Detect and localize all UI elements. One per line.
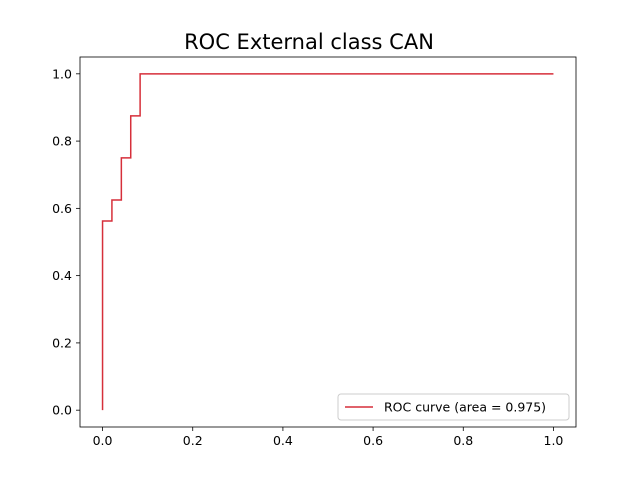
y-tick-label: 1.0	[52, 66, 72, 81]
legend-box	[337, 393, 570, 421]
x-tick-label: 0.0	[93, 433, 113, 448]
plot-frame	[79, 56, 577, 428]
legend-label: ROC curve (area = 0.975)	[384, 400, 546, 415]
y-tick-label: 0.6	[52, 201, 72, 216]
x-tick-label: 0.6	[363, 433, 383, 448]
plot-area	[80, 57, 576, 427]
x-tick-label: 0.8	[453, 433, 473, 448]
y-tick-label: 0.8	[52, 134, 72, 149]
y-tick-label: 0.4	[52, 268, 72, 283]
x-tick-label: 1.0	[544, 433, 564, 448]
x-axis-ticks: 0.0 0.2 0.4 0.6 0.8 1.0	[93, 427, 564, 448]
y-tick-label: 0.0	[52, 403, 72, 418]
chart-title: ROC External class CAN	[184, 30, 434, 54]
y-tick-label: 0.2	[52, 335, 72, 350]
legend: ROC curve (area = 0.975)	[337, 393, 570, 421]
x-tick-label: 0.2	[183, 433, 203, 448]
roc-curve-line	[101, 73, 554, 411]
y-axis-ticks: 0.0 0.2 0.4 0.6 0.8 1.0	[52, 66, 80, 418]
x-tick-label: 0.4	[273, 433, 293, 448]
